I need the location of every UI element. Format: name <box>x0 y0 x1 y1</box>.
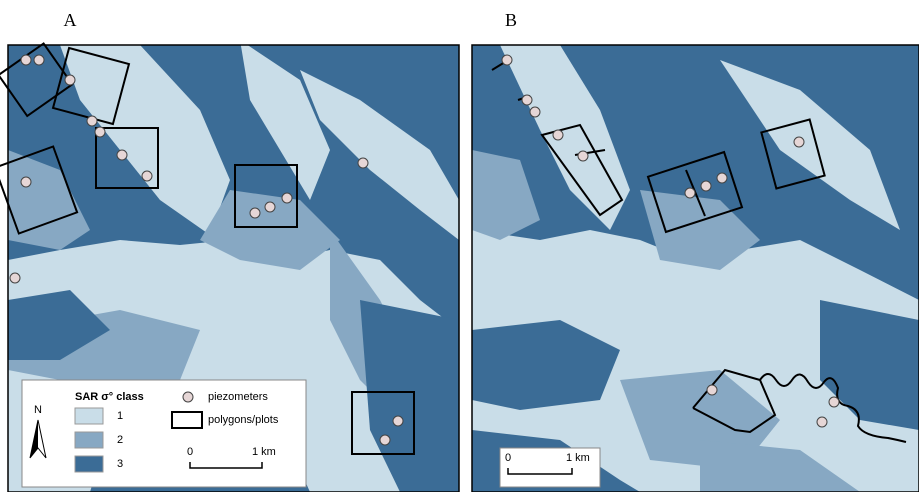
legend-class: 1 <box>117 410 123 422</box>
scale-label: 1 km <box>566 452 590 464</box>
scale-label: 1 km <box>252 446 276 458</box>
panel-label: A <box>64 10 77 30</box>
legend: SAR σ° class 1 2 3 piezometers polygons/… <box>22 380 306 487</box>
scale-label: 0 <box>505 452 511 464</box>
north-label: N <box>34 404 42 416</box>
scale-bar-b: 0 1 km <box>500 448 600 487</box>
legend-class: 2 <box>117 434 123 446</box>
legend-class: 3 <box>117 458 123 470</box>
legend-symbol: polygons/plots <box>208 414 279 426</box>
scale-label: 0 <box>187 446 193 458</box>
legend-title: SAR σ° class <box>75 391 144 403</box>
panel-label: B <box>505 10 517 30</box>
legend-symbol: piezometers <box>208 391 268 403</box>
figure: A B SAR σ° class <box>0 0 919 492</box>
